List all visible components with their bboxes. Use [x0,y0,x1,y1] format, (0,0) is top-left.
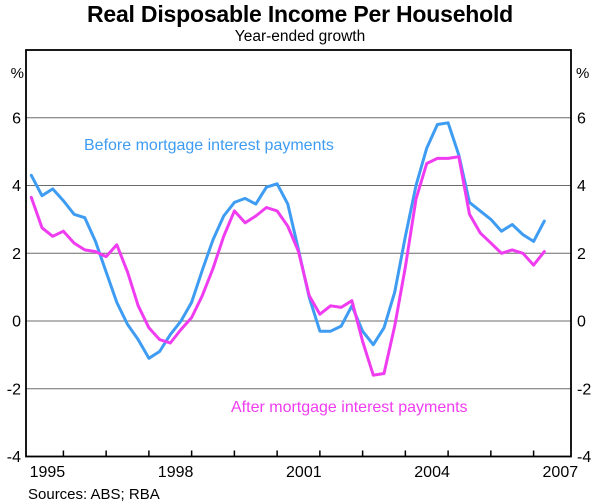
chart-title: Real Disposable Income Per Household [86,1,514,27]
series-line-after [29,155,546,377]
y-axis-label-left: 6 [12,110,21,127]
y-axis-label-right: 6 [577,110,586,127]
x-axis-label: 1998 [158,464,194,481]
x-axis-label: 2007 [543,464,579,481]
sources-note: Sources: ABS; RBA [28,486,160,503]
y-axis-label-right: 0 [577,314,586,331]
y-axis-label-right: 2 [577,246,586,263]
y-axis-label-left: 2 [12,246,21,263]
x-axis-label: 1995 [30,464,66,481]
series-label-after: After mortgage interest payments [231,399,468,416]
x-axis-label: 2001 [286,464,322,481]
y-axis-unit-right: % [576,65,589,82]
chart-subtitle: Year-ended growth [234,28,366,45]
y-axis-label-left: -4 [7,449,21,466]
y-axis-label-right: -2 [577,381,591,398]
y-axis-label-left: 0 [12,314,21,331]
y-axis-label-right: -4 [577,449,591,466]
y-axis-label-right: 4 [577,178,586,195]
series-label-before: Before mortgage interest payments [84,137,334,154]
x-axis-label: 2004 [414,464,450,481]
y-axis-label-left: -2 [7,381,21,398]
series-line-before [29,121,546,360]
y-axis-unit-left: % [11,65,24,82]
plot-frame [25,49,572,458]
y-axis-label-left: 4 [12,178,21,195]
